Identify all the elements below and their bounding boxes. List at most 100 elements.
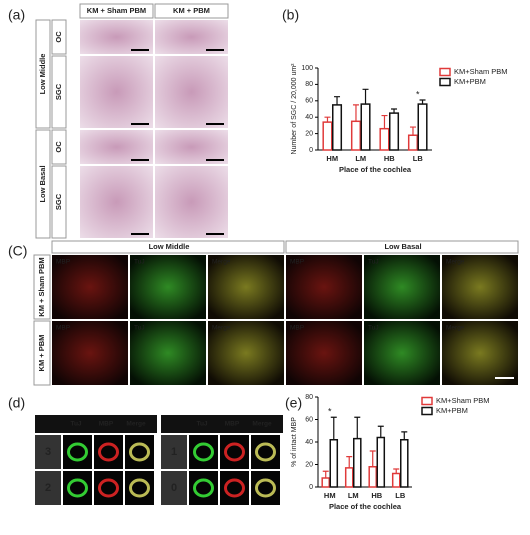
x-tick-label: HB [371, 491, 382, 500]
score: 0 [171, 482, 177, 494]
cell-ring [129, 442, 150, 462]
header-cell [154, 3, 229, 19]
channel-label: Merge [212, 259, 231, 266]
header-bg [35, 415, 157, 433]
error-bar [334, 96, 341, 105]
error-bar [381, 114, 388, 129]
row-cell [51, 129, 67, 165]
bar [389, 112, 400, 151]
fluorescence-image [52, 255, 128, 319]
region-cell [35, 129, 51, 239]
y-tick-label: 100 [301, 65, 313, 72]
error-bar [393, 468, 400, 474]
error-bar [409, 126, 416, 136]
bar [376, 436, 386, 488]
legend-label: KM+PBM [436, 406, 468, 415]
row-cell [51, 165, 67, 239]
error-bar [354, 416, 361, 439]
bar [391, 472, 401, 488]
region-cell [35, 19, 51, 129]
channel-label: TuJ [70, 421, 81, 428]
score-cell [35, 471, 61, 505]
y-axis-label: % of intact MBP [291, 417, 298, 467]
error-bar [419, 99, 426, 105]
score-cell [161, 471, 187, 505]
row-cell [33, 320, 51, 386]
annotation: * [328, 407, 332, 417]
y-tick-label: 80 [305, 394, 313, 401]
legend-swatch [421, 396, 433, 406]
micrograph [80, 130, 153, 164]
cell-ring [129, 478, 150, 498]
channel-label: Merge [252, 421, 272, 428]
channel-label: MBP [290, 259, 304, 266]
micrograph [155, 56, 228, 128]
micrograph [155, 166, 228, 238]
score: 1 [171, 446, 177, 458]
micrograph [80, 56, 153, 128]
error-bar [346, 456, 353, 468]
region-header: Low Basal [384, 242, 421, 251]
cell-ring [255, 442, 276, 462]
y-tick-label: 40 [305, 114, 313, 121]
legend-swatch [439, 77, 451, 87]
header-cell [51, 240, 285, 254]
bar [322, 121, 333, 151]
row-cell [51, 55, 67, 129]
region-label: Low Basal [38, 165, 47, 202]
cell-ring [98, 442, 119, 462]
legend-swatch [439, 67, 451, 77]
micrograph [155, 20, 228, 54]
panel-label: (b) [282, 7, 299, 23]
row-label: OC [54, 141, 63, 153]
bar [417, 103, 428, 151]
x-tick-label: LM [355, 154, 366, 163]
micrograph [80, 166, 153, 238]
legend-label: KM+PBM [454, 77, 486, 86]
error-bar [322, 470, 329, 478]
score-cell [161, 435, 187, 469]
panel-label: (C) [8, 243, 27, 259]
channel-label: Merge [446, 259, 465, 266]
row-cell [51, 19, 67, 55]
x-tick-label: HM [324, 491, 336, 500]
bar [344, 467, 354, 488]
cell-ring [255, 478, 276, 498]
y-tick-label: 0 [309, 484, 313, 491]
x-tick-label: LM [348, 491, 359, 500]
header-cell [79, 3, 154, 19]
row-label: SGC [54, 193, 63, 210]
panel-label: (d) [8, 395, 25, 411]
error-bar [401, 431, 408, 440]
fluorescence-image [442, 321, 518, 385]
row-label: SGC [54, 83, 63, 100]
fluorescence-image [286, 255, 362, 319]
row-label: KM + Sham PBM [37, 257, 46, 316]
y-tick-label: 60 [305, 416, 313, 423]
y-tick-label: 40 [305, 439, 313, 446]
region-header: Low Middle [149, 242, 190, 251]
column-header: KM + PBM [173, 6, 210, 15]
micrograph [80, 20, 153, 54]
bar [329, 439, 339, 488]
error-bar [352, 104, 359, 122]
fluorescence-image [286, 321, 362, 385]
cell-ring [224, 478, 245, 498]
channel-label: MBP [99, 421, 114, 428]
channel-label: MBP [56, 325, 70, 332]
y-tick-label: 60 [305, 98, 313, 105]
bar [368, 466, 378, 488]
legend-label: KM+Sham PBM [436, 396, 490, 405]
cell-ring [193, 442, 214, 462]
channel-label: TuJ [196, 421, 207, 428]
panel-label: (a) [8, 7, 25, 23]
legend-label: KM+Sham PBM [454, 67, 508, 76]
channel-label: TuJ [368, 325, 379, 332]
fluorescence-image [130, 321, 206, 385]
x-tick-label: LB [413, 154, 424, 163]
annotation: * [416, 89, 420, 99]
bar [407, 134, 419, 151]
y-tick-label: 80 [305, 81, 313, 88]
score-cell [35, 435, 61, 469]
